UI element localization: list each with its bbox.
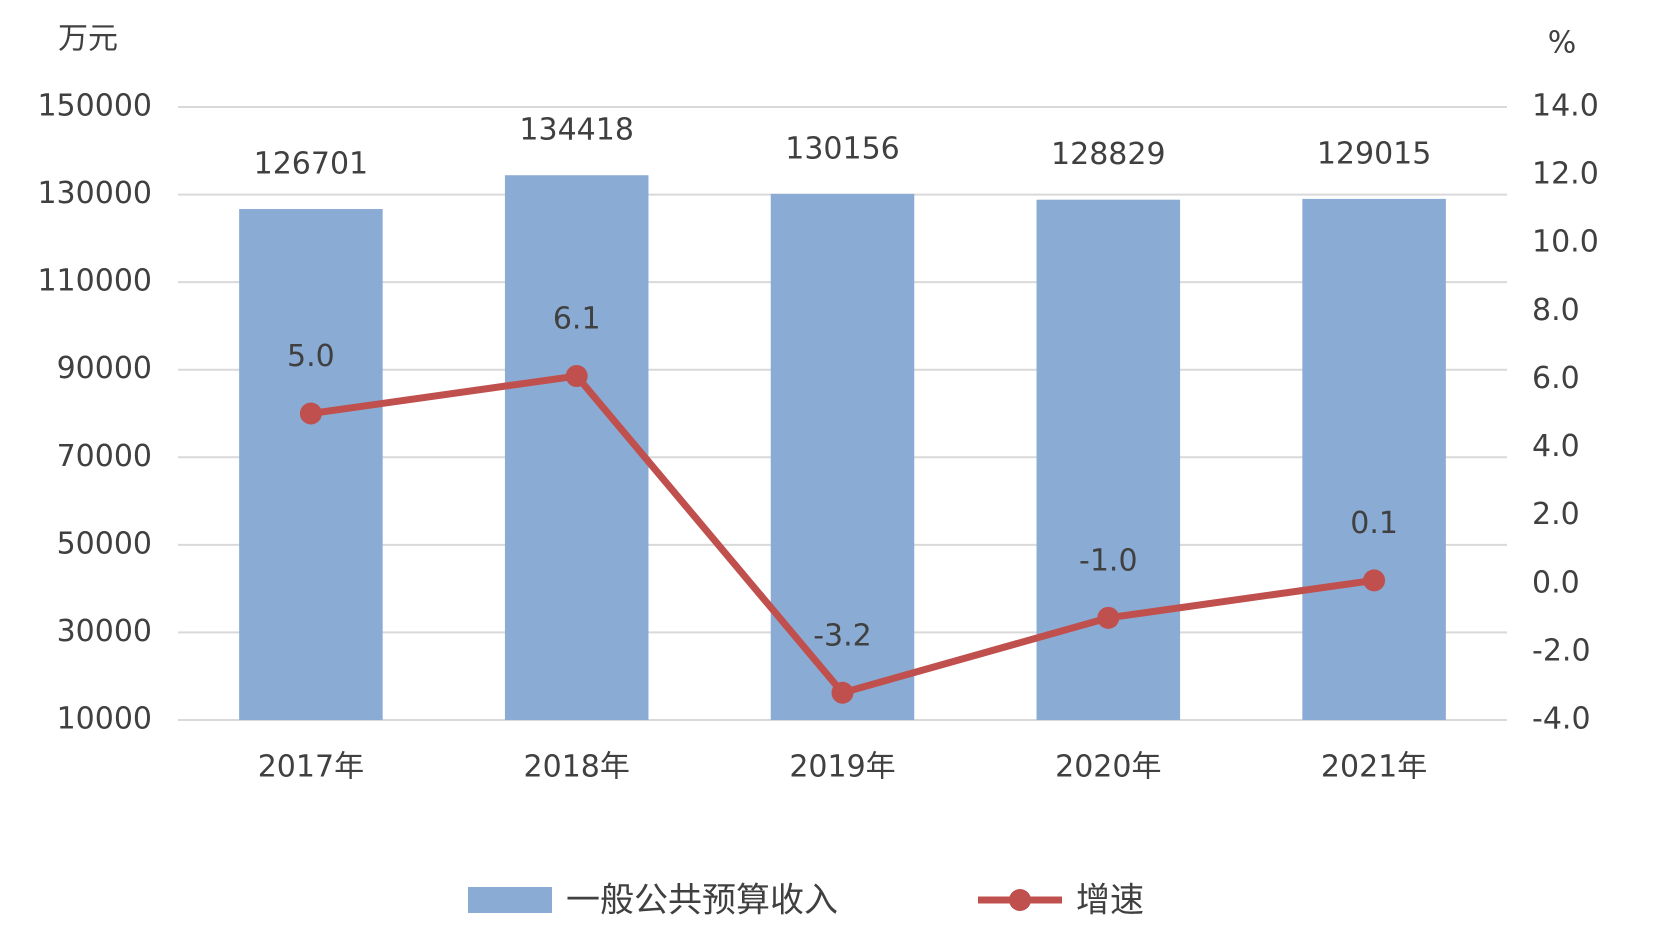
- legend-swatch-marker: [1009, 889, 1031, 911]
- y2-tick-label: -2.0: [1532, 633, 1591, 668]
- line-point: [565, 365, 588, 388]
- bar-value-label: 129015: [1317, 136, 1432, 171]
- bar-value-label: 126701: [254, 147, 369, 182]
- x-tick-label: 2020年: [1055, 750, 1161, 785]
- y2-tick-label: 6.0: [1532, 361, 1580, 396]
- line-value-label: 5.0: [287, 339, 335, 374]
- line-value-label: -1.0: [1079, 543, 1138, 578]
- y2-tick-label: 2.0: [1532, 497, 1580, 532]
- y-tick-label: 30000: [57, 614, 152, 649]
- y2-tick-label: 0.0: [1532, 565, 1580, 600]
- y-tick-label: 10000: [57, 702, 152, 737]
- line-point: [831, 681, 854, 704]
- y2-tick-label: -4.0: [1532, 702, 1591, 737]
- x-tick-label: 2017年: [258, 750, 364, 785]
- line-value-label: -3.2: [813, 618, 872, 653]
- y2-tick-label: 12.0: [1532, 157, 1599, 192]
- line-point: [1097, 606, 1120, 629]
- x-tick-label: 2021年: [1321, 750, 1427, 785]
- bar: [1302, 198, 1446, 720]
- line-value-label: 6.1: [553, 302, 601, 337]
- y-tick-label: 90000: [57, 351, 152, 386]
- line-point: [299, 402, 322, 425]
- y-tick-label: 110000: [37, 264, 152, 299]
- bar: [239, 209, 383, 720]
- y-tick-label: 70000: [57, 439, 152, 474]
- line-point: [1363, 569, 1386, 592]
- legend-label: 增速: [1076, 881, 1144, 921]
- y2-tick-label: 8.0: [1532, 293, 1580, 328]
- bar-value-label: 130156: [785, 131, 900, 166]
- y2-tick-label: 14.0: [1532, 89, 1599, 124]
- bar-value-label: 128829: [1051, 137, 1166, 172]
- y-tick-label: 130000: [37, 176, 152, 211]
- y2-tick-label: 10.0: [1532, 225, 1599, 260]
- y-axis-unit: 万元: [58, 22, 118, 57]
- x-tick-label: 2018年: [524, 750, 630, 785]
- y-tick-label: 50000: [57, 526, 152, 561]
- legend-swatch: [468, 887, 552, 913]
- bar: [1036, 199, 1181, 720]
- y-tick-label: 150000: [37, 89, 152, 124]
- y2-axis-unit: %: [1548, 26, 1577, 61]
- x-tick-label: 2019年: [789, 750, 895, 785]
- legend-label: 一般公共预算收入: [566, 881, 838, 921]
- y2-tick-label: 4.0: [1532, 429, 1580, 464]
- bar-value-label: 134418: [519, 113, 634, 148]
- bar: [504, 175, 649, 720]
- line-value-label: 0.1: [1350, 506, 1398, 541]
